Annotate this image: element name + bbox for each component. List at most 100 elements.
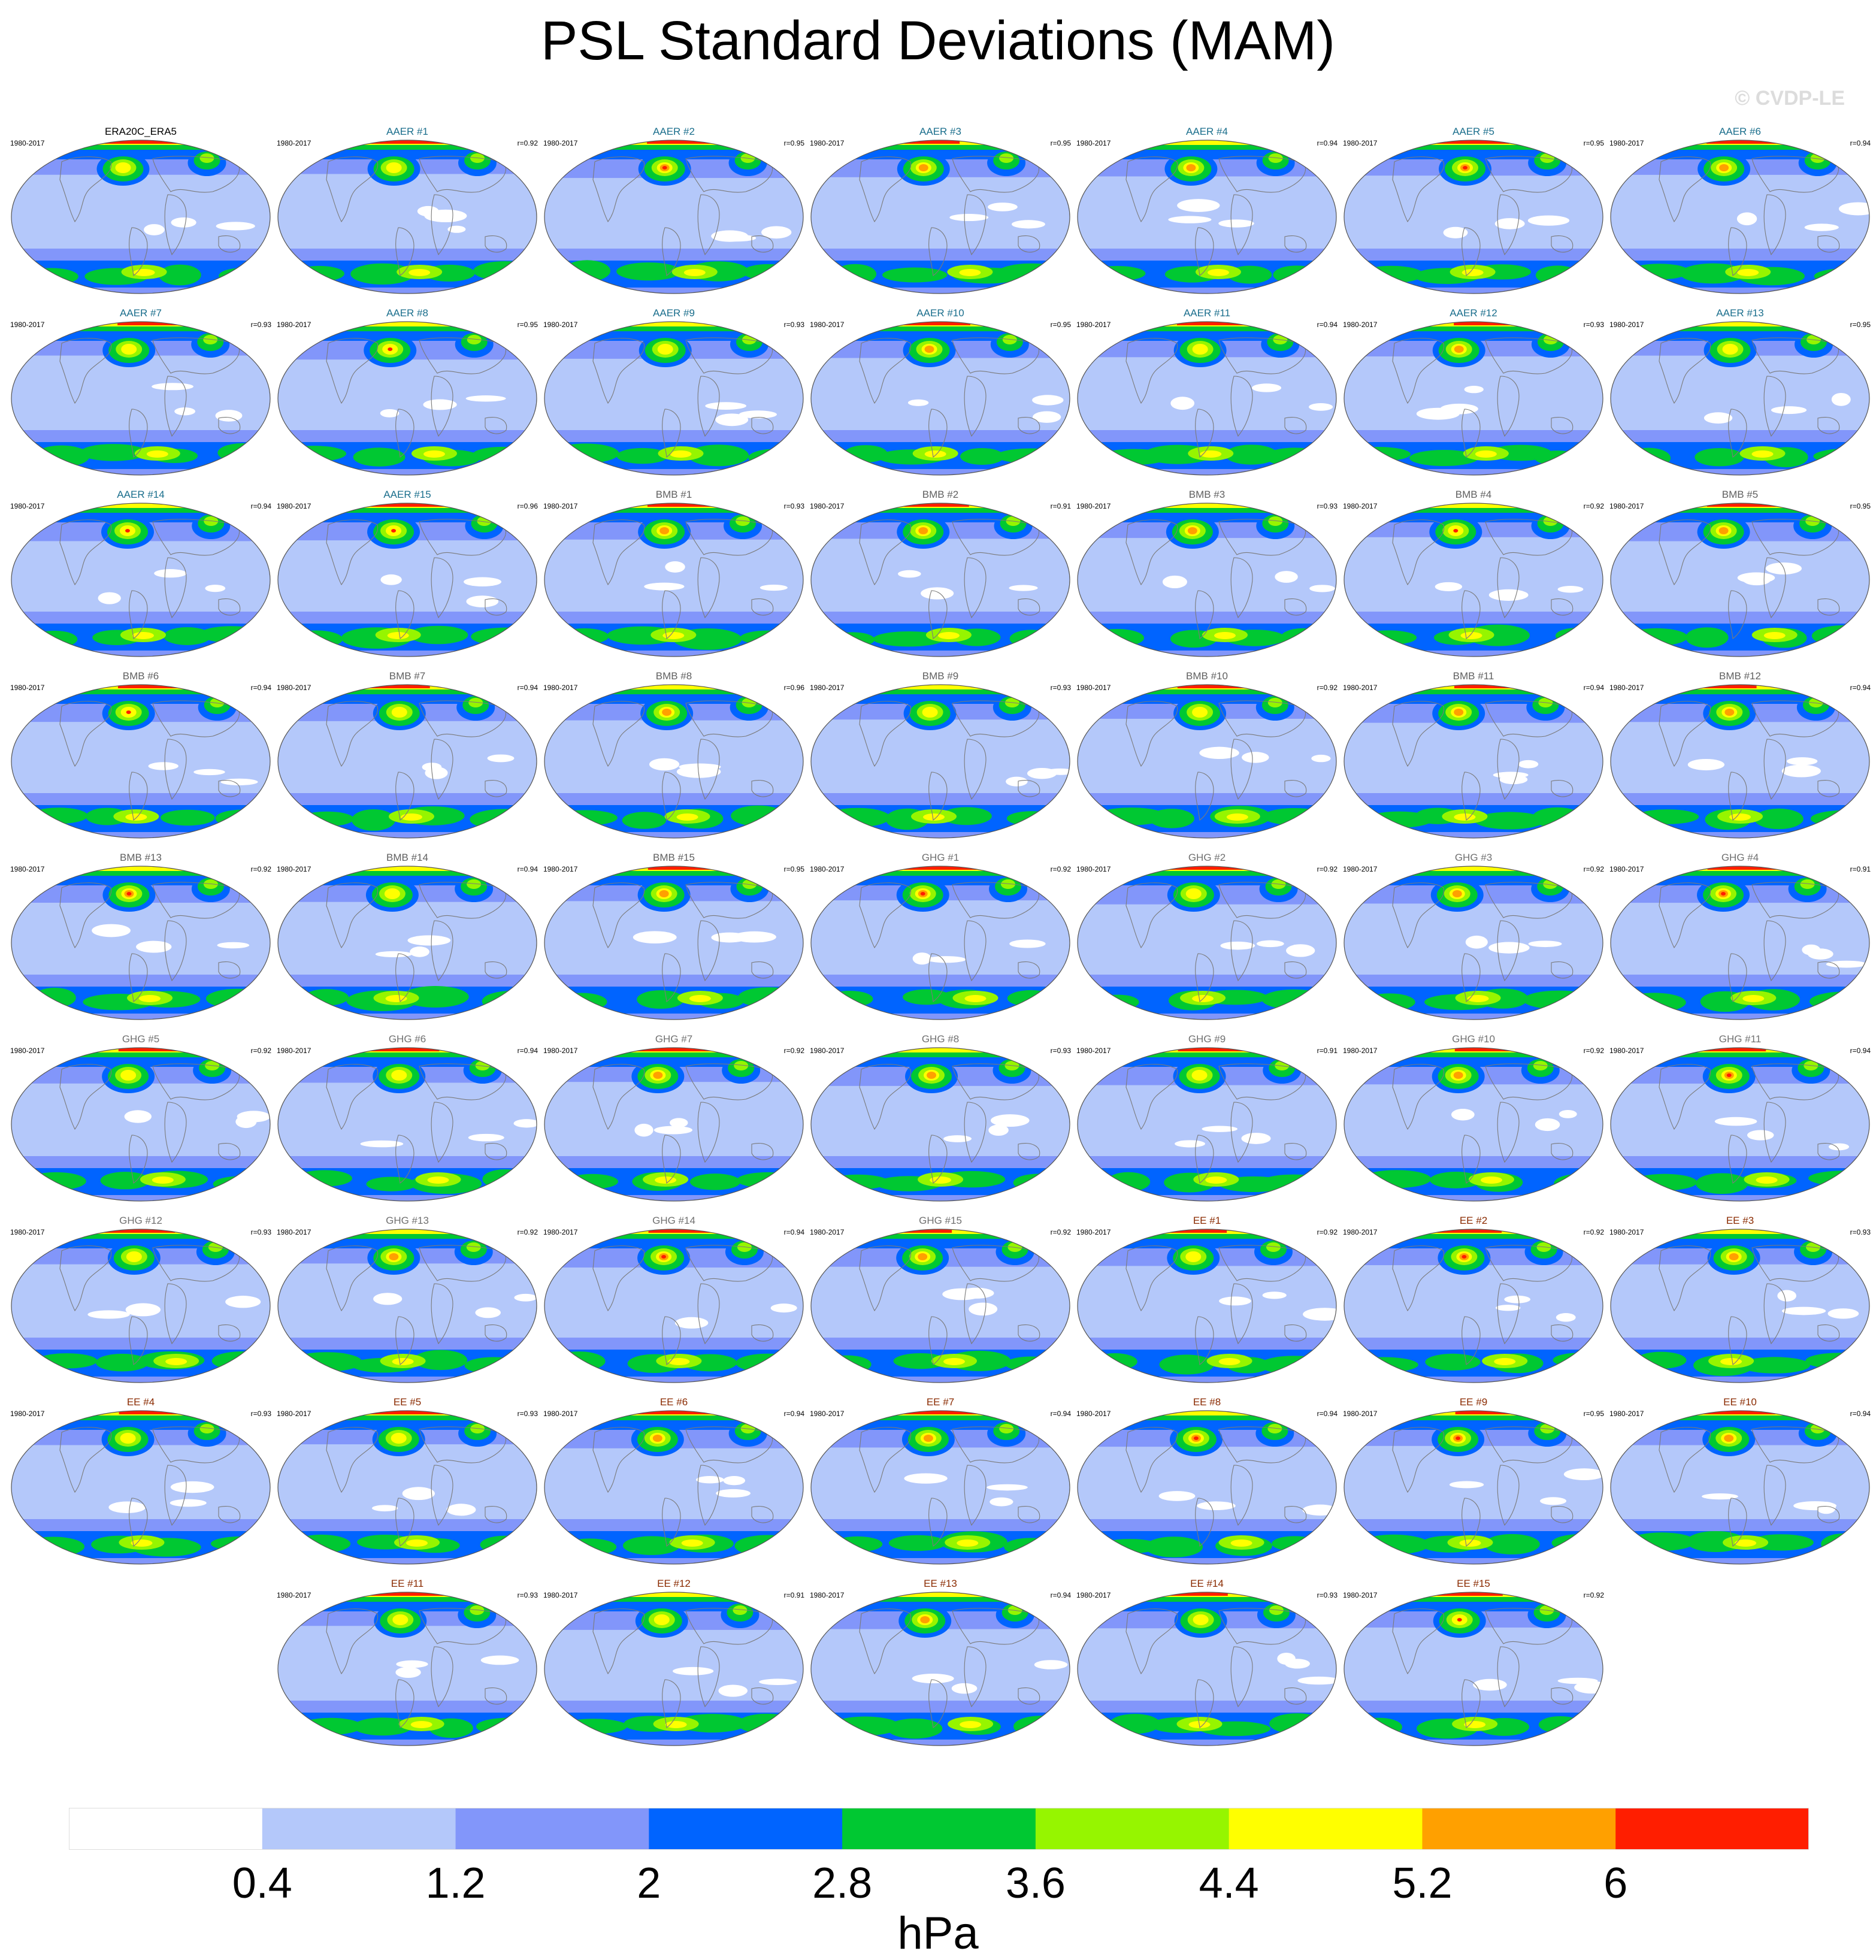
panel-years: 1980-2017 (277, 1409, 311, 1418)
panel-years: 1980-2017 (543, 1409, 578, 1418)
panel-correlation: r=0.91 (1317, 1046, 1338, 1055)
psl-std-map (1344, 1592, 1603, 1746)
colorbar-tick-label: 2 (637, 1859, 661, 1907)
panel-title: EE #1 (1193, 1215, 1221, 1226)
panel-title: AAER #7 (120, 307, 162, 319)
panel-years: 1980-2017 (1609, 139, 1644, 147)
psl-std-map (544, 321, 804, 476)
map-panel: AAER #4 1980-2017 r=0.94 (1075, 126, 1339, 300)
panel-title: BMB #15 (653, 852, 695, 863)
map-panel: GHG #14 1980-2017 r=0.94 (542, 1215, 806, 1389)
map-panel: AAER #8 1980-2017 r=0.95 (276, 307, 539, 481)
panel-correlation: r=0.92 (517, 139, 538, 147)
panel-correlation: r=0.92 (1583, 865, 1604, 873)
psl-std-map (11, 140, 271, 294)
panel-title: BMB #11 (1453, 670, 1494, 682)
panel-correlation: r=0.92 (783, 1046, 804, 1055)
panel-correlation: r=0.95 (1850, 502, 1871, 510)
panel-years: 1980-2017 (1343, 1228, 1378, 1236)
map-panel: GHG #4 1980-2017 r=0.91 (1608, 852, 1872, 1026)
panel-correlation: r=0.94 (1850, 683, 1871, 692)
map-panel: GHG #6 1980-2017 r=0.94 (276, 1033, 539, 1207)
panel-correlation: r=0.93 (250, 1409, 271, 1418)
psl-std-map (277, 684, 537, 839)
panel-title: BMB #9 (922, 670, 959, 682)
panel-years: 1980-2017 (810, 1046, 845, 1055)
map-panel: EE #9 1980-2017 r=0.95 (1342, 1396, 1605, 1570)
panel-title: BMB #10 (1186, 670, 1228, 682)
panel-correlation: r=0.94 (783, 1228, 804, 1236)
map-panel: GHG #2 1980-2017 r=0.92 (1075, 852, 1339, 1026)
map-panel: AAER #14 1980-2017 r=0.94 (9, 489, 273, 663)
panel-title: AAER #10 (916, 307, 964, 319)
map-panel: AAER #13 1980-2017 r=0.95 (1608, 307, 1872, 481)
panel-correlation: r=0.92 (517, 1228, 538, 1236)
map-panel: AAER #6 1980-2017 r=0.94 (1608, 126, 1872, 300)
map-panel: EE #7 1980-2017 r=0.94 (809, 1396, 1072, 1570)
map-panel: BMB #3 1980-2017 r=0.93 (1075, 489, 1339, 663)
panel-years: 1980-2017 (10, 320, 45, 329)
map-panel: EE #1 1980-2017 r=0.92 (1075, 1215, 1339, 1389)
map-panel: BMB #1 1980-2017 r=0.93 (542, 489, 806, 663)
panel-title: AAER #4 (1186, 126, 1228, 137)
panel-years: 1980-2017 (1343, 139, 1378, 147)
panel-title: EE #7 (926, 1396, 955, 1408)
panel-years: 1980-2017 (1609, 320, 1644, 329)
panel-correlation: r=0.95 (1583, 139, 1604, 147)
panel-years: 1980-2017 (543, 502, 578, 510)
panel-correlation: r=0.93 (1317, 1591, 1338, 1599)
psl-std-map (11, 684, 271, 839)
panel-years: 1980-2017 (810, 1228, 845, 1236)
map-panel: BMB #9 1980-2017 r=0.93 (809, 670, 1072, 844)
map-panel: AAER #9 1980-2017 r=0.93 (542, 307, 806, 481)
panel-years: 1980-2017 (1609, 1409, 1644, 1418)
psl-std-map (1610, 321, 1870, 476)
page-title: PSL Standard Deviations (MAM) (540, 10, 1335, 71)
panel-title: AAER #15 (383, 489, 431, 500)
panel-title: BMB #6 (122, 670, 159, 682)
panel-title: BMB #7 (389, 670, 426, 682)
panel-correlation: r=0.92 (1583, 1228, 1604, 1236)
panel-title: GHG #5 (122, 1033, 160, 1045)
panel-correlation: r=0.94 (1850, 1409, 1871, 1418)
panel-correlation: r=0.95 (1050, 320, 1071, 329)
panel-title: EE #4 (126, 1396, 155, 1408)
map-panel: AAER #15 1980-2017 r=0.96 (276, 489, 539, 663)
panel-correlation: r=0.96 (517, 502, 538, 510)
map-panel: GHG #11 1980-2017 r=0.94 (1608, 1033, 1872, 1207)
map-panel: BMB #15 1980-2017 r=0.95 (542, 852, 806, 1026)
panel-years: 1980-2017 (1076, 1409, 1111, 1418)
panel-years: 1980-2017 (1076, 502, 1111, 510)
panel-years: 1980-2017 (1609, 865, 1644, 873)
panel-years: 1980-2017 (543, 139, 578, 147)
psl-std-map (1344, 1047, 1603, 1202)
psl-std-map (810, 684, 1070, 839)
panel-title: AAER #6 (1719, 126, 1761, 137)
panel-title: EE #3 (1726, 1215, 1754, 1226)
map-panel: EE #6 1980-2017 r=0.94 (542, 1396, 806, 1570)
map-panel: GHG #10 1980-2017 r=0.92 (1342, 1033, 1605, 1207)
psl-std-map (1610, 1229, 1870, 1383)
map-panel: EE #3 1980-2017 r=0.93 (1608, 1215, 1872, 1389)
panel-title: GHG #12 (119, 1215, 162, 1226)
panel-title: GHG #6 (388, 1033, 426, 1045)
panel-years: 1980-2017 (10, 1228, 45, 1236)
psl-std-map (1610, 1047, 1870, 1202)
panel-title: BMB #3 (1188, 489, 1226, 500)
map-panel: EE #15 1980-2017 r=0.92 (1342, 1578, 1605, 1752)
panel-title: GHG #11 (1718, 1033, 1762, 1045)
panel-correlation: r=0.96 (783, 683, 804, 692)
psl-std-map (544, 140, 804, 294)
panel-title: EE #5 (393, 1396, 422, 1408)
panel-title: EE #14 (1190, 1578, 1224, 1589)
panel-years: 1980-2017 (1076, 683, 1111, 692)
map-panel: BMB #5 1980-2017 r=0.95 (1608, 489, 1872, 663)
panel-title: GHG #8 (921, 1033, 960, 1045)
map-panel: GHG #5 1980-2017 r=0.92 (9, 1033, 273, 1207)
psl-std-map (810, 1410, 1070, 1565)
colorbar-swatch (842, 1808, 1036, 1850)
psl-std-map (544, 1592, 804, 1746)
panel-years: 1980-2017 (1343, 1409, 1378, 1418)
panel-years: 1980-2017 (277, 865, 311, 873)
psl-std-map (277, 140, 537, 294)
